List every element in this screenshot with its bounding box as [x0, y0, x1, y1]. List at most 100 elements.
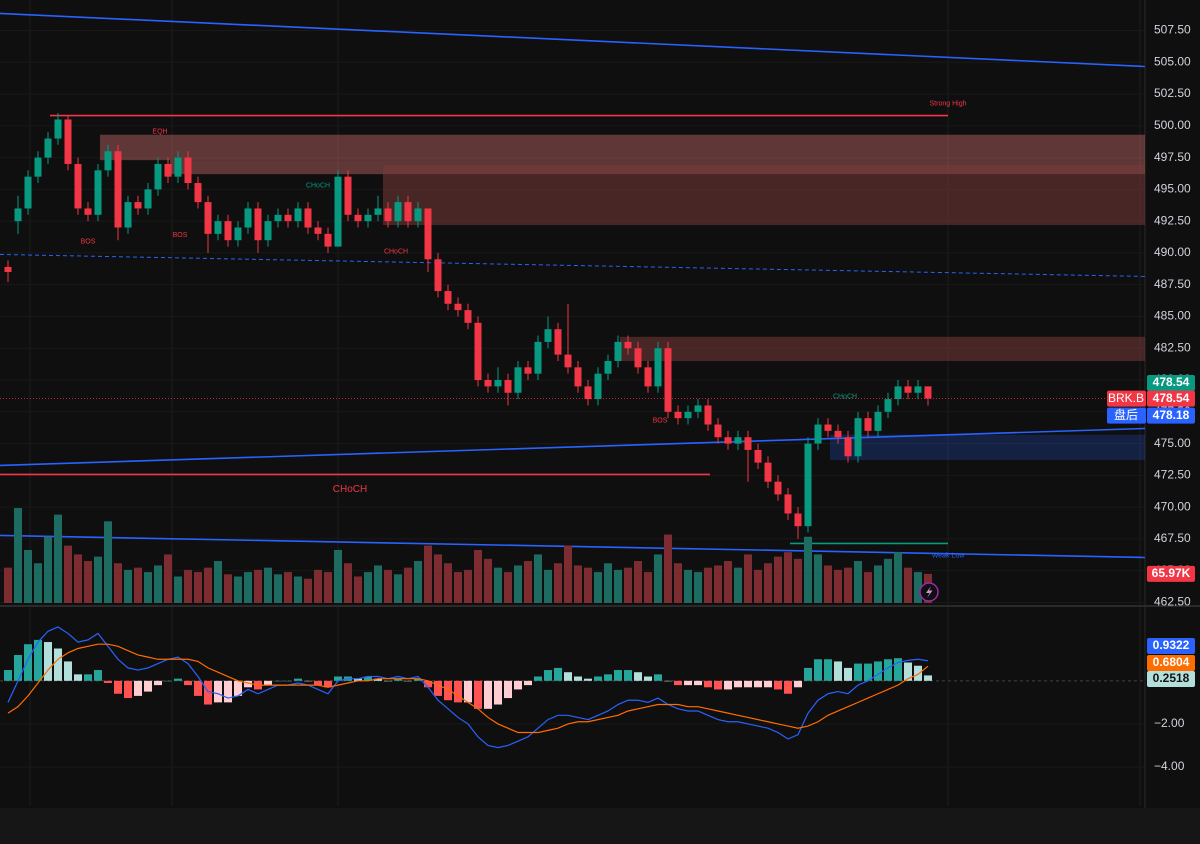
volume-bar: [534, 554, 542, 603]
volume-bar: [314, 569, 322, 603]
volume-bar: [84, 561, 92, 603]
histogram-bar: [414, 678, 422, 681]
alert-icon-bolt[interactable]: [926, 586, 933, 598]
y-tick-label: −4.00: [1154, 759, 1185, 773]
volume-bar: [34, 563, 42, 603]
histogram-bar: [674, 680, 682, 686]
histogram-bar: [134, 680, 142, 696]
candle-body: [174, 157, 182, 177]
histogram-bar: [764, 680, 772, 688]
histogram-bar: [384, 680, 392, 682]
histogram-bar: [444, 680, 452, 701]
volume-bar: [884, 558, 892, 603]
candle-body: [454, 303, 462, 311]
candle-body: [374, 208, 382, 215]
candle-body: [544, 329, 552, 342]
macd-line: [7, 626, 929, 749]
histogram-bar: [124, 680, 132, 699]
candle-body: [784, 494, 792, 514]
candle-body: [514, 367, 522, 393]
volume-bar: [894, 552, 902, 603]
candle-body: [664, 348, 672, 412]
volume-bar: [444, 563, 452, 603]
volume-bar: [294, 576, 302, 603]
histogram-bar: [304, 680, 312, 682]
histogram-bar: [874, 661, 882, 681]
volume-bar: [174, 576, 182, 603]
candle-body: [324, 233, 332, 247]
histogram-bar: [774, 680, 782, 690]
y-tick-label: 497.50: [1154, 150, 1191, 164]
volume-bar: [794, 558, 802, 603]
volume-bar: [594, 572, 602, 603]
candle-body: [834, 430, 842, 438]
histogram-bar: [544, 670, 552, 681]
volume-bar: [484, 558, 492, 603]
volume-bar: [754, 569, 762, 603]
histogram-bar: [654, 674, 662, 681]
macd-badge: 0.2518: [1153, 671, 1190, 685]
histogram-bar: [324, 680, 332, 688]
histogram-bar: [154, 680, 162, 686]
volume-bar: [834, 569, 842, 603]
volume-bar: [394, 574, 402, 603]
alert-icon[interactable]: [919, 582, 939, 602]
volume-bar: [244, 572, 252, 603]
histogram-bar: [54, 648, 62, 681]
candle-body: [4, 266, 12, 272]
candle-body: [634, 348, 642, 368]
histogram-bar: [244, 680, 252, 688]
candle-body: [644, 367, 652, 387]
y-tick-label: 495.00: [1154, 182, 1191, 196]
volume-bar: [584, 567, 592, 603]
macd-badge: 0.9322: [1153, 638, 1190, 652]
volume-bar: [414, 561, 422, 603]
candle-body: [334, 176, 342, 247]
volume-badge-bg: [1147, 565, 1195, 582]
candle-body: [894, 386, 902, 400]
volume-bar: [44, 536, 52, 603]
volume-bar: [624, 567, 632, 603]
candle-body: [464, 310, 472, 323]
volume-bar: [774, 556, 782, 603]
candle-body: [204, 202, 212, 234]
volume-bar: [434, 554, 442, 603]
histogram-bar: [14, 654, 22, 681]
volume-bar: [184, 569, 192, 603]
candle-body: [144, 189, 152, 209]
candle-body: [654, 348, 662, 387]
histogram-bar: [604, 674, 612, 681]
volume-bar: [114, 563, 122, 603]
volume-bar: [724, 561, 732, 603]
volume-bar: [374, 565, 382, 603]
histogram-bar: [824, 659, 832, 681]
histogram-bar: [494, 680, 502, 705]
histogram-bar: [234, 680, 242, 696]
histogram-bar: [574, 676, 582, 681]
volume-bar: [634, 561, 642, 603]
candle-body: [354, 214, 362, 222]
zone: [830, 434, 1145, 461]
candle-body: [824, 424, 832, 431]
volume-bar: [64, 545, 72, 603]
volume-bar: [154, 565, 162, 603]
volume-bar: [494, 567, 502, 603]
histogram-bar: [374, 678, 382, 681]
histogram-bar: [524, 680, 532, 686]
histogram-bar: [114, 680, 122, 694]
histogram-bar: [754, 680, 762, 688]
volume-bar: [854, 561, 862, 603]
y-tick-label: 470.00: [1154, 499, 1191, 513]
histogram-bar: [584, 678, 592, 681]
volume-bar: [344, 563, 352, 603]
volume-bar: [474, 550, 482, 603]
macd-line: [7, 643, 929, 734]
candle-body: [494, 380, 502, 387]
close-price-badge: 478.54: [1153, 391, 1190, 405]
volume-bar: [874, 565, 882, 603]
volume-bar: [264, 567, 272, 603]
volume-bar: [514, 565, 522, 603]
histogram-bar: [564, 672, 572, 681]
candle-body: [474, 322, 482, 381]
